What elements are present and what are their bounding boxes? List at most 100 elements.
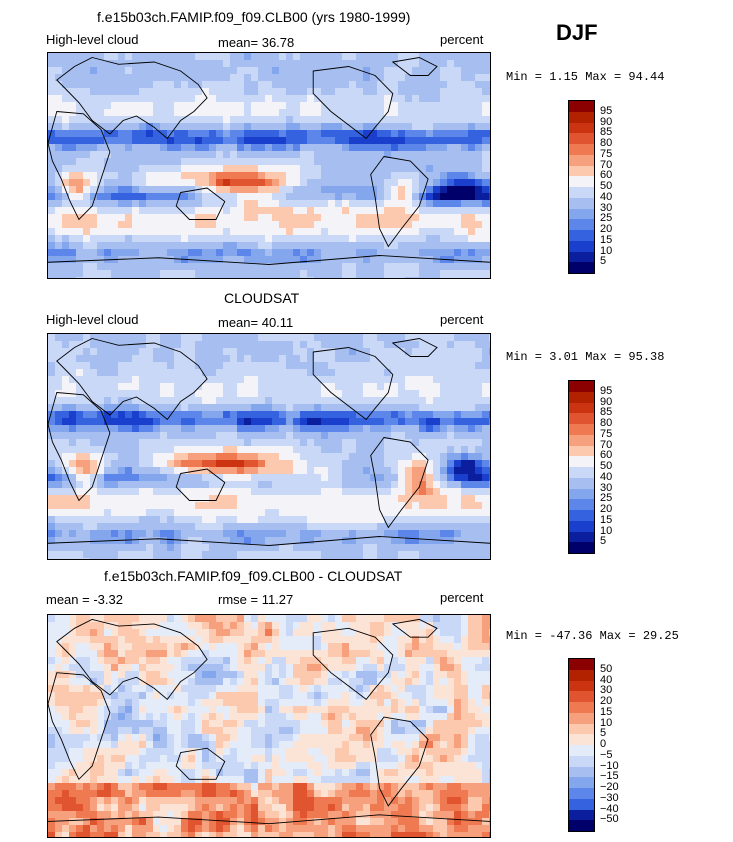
colorbar-tick-label: 85 [600, 126, 613, 139]
colorbar-tick-label: 75 [600, 147, 613, 160]
colorbar-swatch [569, 520, 594, 532]
colorbar-tick-label: 50 [600, 180, 613, 192]
colorbar-tick-label: 70 [600, 438, 613, 451]
panel-2-mean: mean= 40.11 [218, 315, 294, 330]
colorbar-swatch [569, 766, 594, 778]
colorbar-swatch [569, 510, 594, 521]
colorbar-tick-label: 10 [600, 524, 613, 537]
colorbar-tick-label: 20 [600, 223, 613, 235]
colorbar-swatch [569, 197, 594, 209]
panel-2-map [47, 333, 491, 560]
colorbar-swatch [569, 262, 594, 274]
colorbar-swatch [569, 809, 594, 821]
colorbar-tick-label: −10 [600, 759, 619, 772]
coastline-outlines [48, 618, 490, 825]
colorbar-swatch [569, 154, 594, 166]
panel-1-colorbar [568, 100, 595, 274]
colorbar-swatch [569, 144, 594, 155]
colorbar-swatch [569, 402, 594, 414]
colorbar-tick-label: 85 [600, 406, 613, 419]
colorbar-tick-label: 20 [600, 503, 613, 515]
colorbar-tick-label: 5 [600, 255, 607, 268]
panel-2-units: percent [440, 312, 484, 327]
colorbar-tick-label: 80 [600, 137, 613, 149]
colorbar-tick-label: 30 [600, 201, 613, 214]
colorbar-tick-label: 95 [600, 384, 613, 397]
colorbar-swatch [569, 702, 594, 713]
colorbar-tick-label: 25 [600, 492, 613, 505]
colorbar-swatch [569, 219, 594, 231]
colorbar-swatch [569, 680, 594, 692]
colorbar-tick-label: 25 [600, 212, 613, 225]
colorbar-tick-label: 80 [600, 417, 613, 429]
contour-field [48, 53, 490, 278]
colorbar-swatch [569, 712, 594, 724]
colorbar-tick-label: −20 [600, 781, 619, 793]
colorbar-tick-label: −30 [600, 791, 619, 804]
colorbar-swatch [569, 542, 594, 554]
colorbar-swatch [569, 230, 594, 241]
colorbar-swatch [569, 691, 594, 703]
panel-2-variable-label: High-level cloud [46, 312, 139, 327]
colorbar-swatch [569, 755, 594, 767]
panel-1-map [47, 52, 491, 279]
coastline-outlines [48, 57, 490, 265]
colorbar-swatch [569, 187, 594, 198]
colorbar-swatch [569, 101, 594, 112]
colorbar-tick-label: 90 [600, 115, 613, 128]
colorbar-swatch [569, 777, 594, 789]
colorbar-tick-label: 30 [600, 481, 613, 494]
colorbar-swatch [569, 477, 594, 489]
colorbar-swatch [569, 723, 594, 735]
colorbar-swatch [569, 745, 594, 756]
colorbar-swatch [569, 133, 594, 145]
colorbar-swatch [569, 240, 594, 252]
panel-1-units: percent [440, 32, 484, 47]
colorbar-tick-label: 90 [600, 395, 613, 408]
colorbar-tick-label: 15 [600, 233, 613, 246]
panel-3-colorbar [568, 658, 595, 832]
colorbar-tick-label: 10 [600, 244, 613, 257]
colorbar-tick-label: −50 [600, 813, 619, 826]
colorbar-tick-label: 5 [600, 535, 607, 548]
panel-2-minmax: Min = 3.01 Max = 95.38 [506, 350, 665, 364]
colorbar-swatch [569, 424, 594, 435]
panel-1-title: f.e15b03ch.FAMIP.f09_f09.CLB00 (yrs 1980… [97, 9, 411, 25]
contour-field [48, 334, 490, 559]
colorbar-swatch [569, 413, 594, 425]
colorbar-swatch [569, 788, 594, 799]
panel-2-colorbar [568, 380, 595, 554]
colorbar-tick-label: −5 [600, 748, 613, 761]
colorbar-swatch [569, 165, 594, 177]
colorbar-tick-label: 15 [600, 513, 613, 526]
panel-1-minmax: Min = 1.15 Max = 94.44 [506, 70, 665, 84]
colorbar-swatch [569, 208, 594, 220]
colorbar-swatch [569, 391, 594, 403]
colorbar-swatch [569, 734, 594, 746]
panel-2-title: CLOUDSAT [224, 290, 300, 306]
colorbar-swatch [569, 381, 594, 392]
colorbar-swatch [569, 434, 594, 446]
colorbar-tick-label: 0 [600, 738, 607, 750]
colorbar-swatch [569, 445, 594, 457]
colorbar-swatch [569, 176, 594, 188]
panel-3-mean: mean = -3.32 [46, 592, 123, 607]
colorbar-swatch [569, 467, 594, 478]
colorbar-swatch [569, 488, 594, 500]
colorbar-swatch [569, 251, 594, 263]
colorbar-tick-label: 60 [600, 449, 613, 462]
colorbar-swatch [569, 122, 594, 134]
colorbar-tick-label: 40 [600, 190, 613, 203]
colorbar-tick-label: −15 [600, 770, 619, 783]
colorbar-swatch [569, 111, 594, 123]
colorbar-tick-label: 40 [600, 673, 613, 686]
panel-1-variable-label: High-level cloud [46, 32, 139, 47]
colorbar-swatch [569, 531, 594, 543]
panel-3-minmax: Min = -47.36 Max = 29.25 [506, 629, 679, 643]
colorbar-swatch [569, 820, 594, 832]
panel-3-units: percent [440, 590, 484, 605]
colorbar-tick-label: 15 [600, 705, 613, 718]
colorbar-swatch [569, 456, 594, 468]
colorbar-swatch [569, 669, 594, 681]
colorbar-tick-label: 40 [600, 470, 613, 483]
